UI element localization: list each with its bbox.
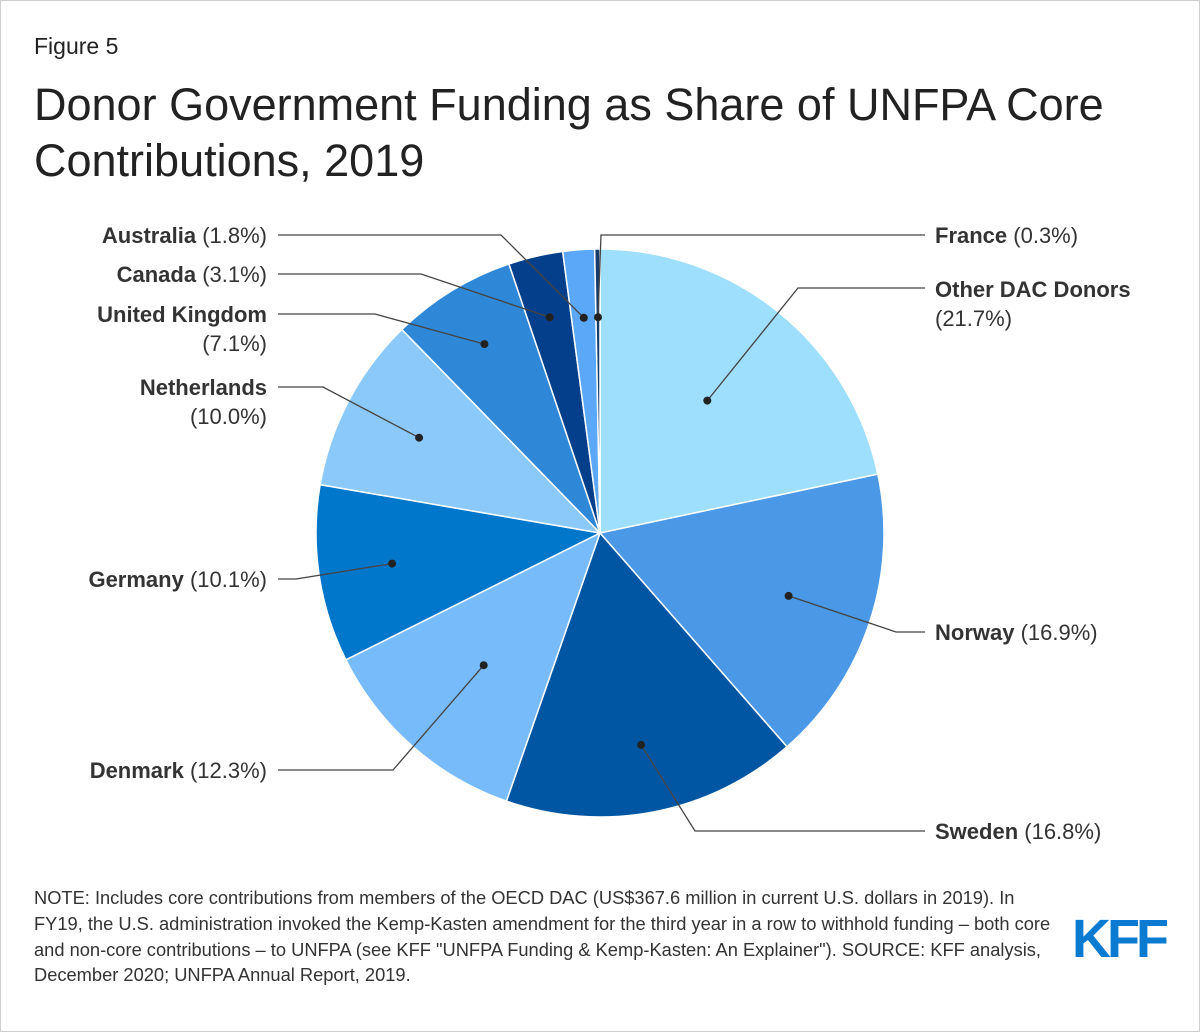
leader-line-other-dac-donors	[706, 287, 925, 402]
pie-slice-denmark	[344, 531, 602, 803]
slice-label-value: (10.1%)	[184, 567, 267, 592]
slice-label-denmark: Denmark (12.3%)	[90, 758, 267, 783]
leader-line-denmark	[278, 664, 485, 771]
source-note: NOTE: Includes core contributions from m…	[34, 887, 1051, 986]
leader-line-sweden	[640, 744, 925, 832]
figure-label: Figure 5	[34, 33, 119, 59]
slice-label-name: United Kingdom	[97, 302, 267, 327]
pie-slice-germany	[315, 483, 603, 661]
slice-label-france: France (0.3%)	[935, 223, 1078, 248]
slice-label-name: Other DAC Donors	[935, 277, 1131, 302]
leader-dot-germany	[388, 559, 397, 568]
slice-label-name: Sweden	[935, 819, 1018, 844]
leader-line-canada	[278, 273, 550, 318]
leader-dot-other-dac-donors	[703, 396, 712, 405]
leader-lines	[278, 234, 925, 832]
slice-label-value: (10.0%)	[190, 404, 267, 429]
leader-line-germany	[278, 562, 393, 580]
leader-line-united-kingdom	[278, 313, 485, 345]
leader-dot-norway	[784, 591, 793, 600]
slice-label-australia: Australia (1.8%)	[102, 223, 267, 248]
leader-dot-canada	[545, 313, 554, 322]
slice-label-value: (12.3%)	[184, 758, 267, 783]
slice-label-name: Canada	[117, 262, 197, 287]
slice-label-value: (0.3%)	[1007, 223, 1078, 248]
slice-label-germany: Germany (10.1%)	[88, 567, 267, 592]
slice-label-norway: Norway (16.9%)	[935, 620, 1098, 645]
slice-label-value: (21.7%)	[935, 306, 1012, 331]
slice-label-value: (1.8%)	[196, 223, 267, 248]
leader-dot-denmark	[479, 661, 488, 670]
slice-label-name: Norway	[935, 620, 1015, 645]
slice-label-name: Netherlands	[140, 375, 267, 400]
leader-line-netherlands	[278, 386, 420, 439]
slice-label-value: (16.8%)	[1018, 819, 1101, 844]
kff-logo: KFF	[1072, 909, 1169, 969]
slice-label-canada: Canada (3.1%)	[117, 262, 267, 287]
slice-labels: Other DAC Donors (21.7%) Norway (16.9%) Swe…	[88, 223, 1130, 844]
chart-title: Donor Government Funding as Share of UNF…	[34, 79, 1104, 186]
leader-dot-netherlands	[415, 433, 424, 442]
pie-slice-sweden	[505, 531, 789, 818]
slice-label-name: Australia	[102, 223, 197, 248]
leader-line-australia	[278, 234, 585, 319]
slice-label-sweden: Sweden (16.8%)	[935, 819, 1101, 844]
slice-label-value: (16.9%)	[1014, 620, 1097, 645]
slice-label-netherlands: Netherlands (10.0%)	[140, 375, 267, 429]
leader-dot-united-kingdom	[480, 340, 489, 349]
slice-label-other-dac-donors: Other DAC Donors (21.7%)	[935, 277, 1131, 331]
leader-dot-sweden	[637, 740, 646, 749]
slice-label-value: (3.1%)	[196, 262, 267, 287]
slice-label-name: France	[935, 223, 1007, 248]
leader-dot-france	[594, 313, 602, 322]
slice-label-value: (7.1%)	[202, 331, 267, 356]
leader-line-norway	[788, 595, 925, 633]
leader-dot-australia	[579, 313, 588, 322]
slice-label-united-kingdom: United Kingdom (7.1%)	[97, 302, 267, 356]
pie-slices	[315, 248, 885, 818]
leader-line-france	[597, 234, 925, 318]
pie-slice-united-kingdom	[400, 263, 601, 534]
slice-label-name: Denmark	[90, 758, 185, 783]
slice-label-name: Germany	[88, 567, 184, 592]
